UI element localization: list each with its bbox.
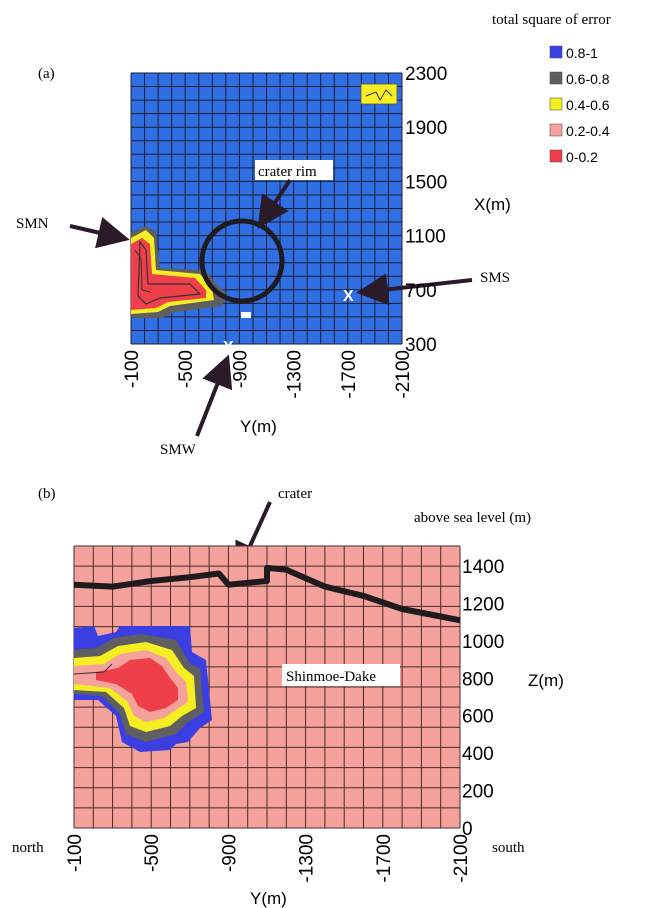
panel-b-y-tick-label: 600 (462, 707, 494, 728)
sms-station-marker: X (343, 288, 354, 305)
panel-a-white-mark (241, 312, 251, 318)
legend-label-0.2-0.4: 0.2-0.4 (566, 123, 610, 139)
panel-b-x-tick-label: -2100 (451, 834, 472, 883)
panel-b-x-tick-label: -100 (65, 834, 86, 872)
sms-label: SMS (480, 270, 510, 286)
panel-a-y-tick-label: 300 (405, 335, 437, 356)
volcano-label: Shinmoe-Dake (286, 669, 376, 685)
smn-label: SMN (16, 216, 49, 232)
panel-a-y-ticks: 300 700 1100 1500 1900 2300 (405, 64, 447, 356)
crater-rim-arrow (257, 178, 292, 229)
legend-swatch-0.8-1 (549, 45, 563, 59)
crater-rim-circle (199, 218, 285, 304)
smw-label: SMW (160, 442, 197, 458)
south-label: south (492, 840, 525, 856)
legend-title: total square of error (492, 12, 611, 28)
panel-a-x-tick-label: -100 (122, 350, 143, 388)
smw-station-marker: X (223, 339, 234, 356)
panel-b-y-tick-label: 200 (462, 782, 494, 803)
panel-b-y-tick-label: 1000 (462, 632, 504, 653)
panel-a-y-tick-label: 1900 (405, 118, 447, 139)
legend-swatch-0.2-0.4 (549, 123, 563, 137)
panel-b-y-ticks: 0 200 400 600 800 1000 1200 1400 (462, 557, 504, 840)
panel-a-inset-mark (365, 89, 393, 102)
legend-swatch-0-0.2 (549, 149, 563, 163)
panel-b-ylabel: Z(m) (528, 671, 564, 690)
panel-b-x-tick-label: -1300 (297, 834, 318, 883)
panel-b-y-tick-label: 0 (462, 819, 473, 840)
panel-a-xlabel: Y(m) (240, 417, 277, 436)
volcano-label-bg (282, 664, 400, 686)
smw-arrow (195, 354, 233, 437)
panel-a-tag: (a) (38, 66, 55, 82)
panel-b-contour-line (73, 663, 113, 675)
panel-b-y-tick-label: 1400 (462, 557, 504, 578)
panel-a-contour-line (137, 240, 202, 305)
crater-rim-label-bg (255, 160, 333, 180)
panel-b-y-tick-label: 400 (462, 744, 494, 765)
legend-label-0-0.2: 0-0.2 (566, 149, 598, 165)
panel-b-y-tick-label: 800 (462, 669, 494, 690)
panel-a-y-tick-label: 1500 (405, 172, 447, 193)
topography-line (73, 564, 461, 624)
panel-a-y-tick-label: 700 (405, 281, 437, 302)
legend-swatch-0.4-0.6 (549, 97, 563, 111)
panel-b-x-ticks: -100 -500 -900 -1300 -1700 -2100 (65, 834, 472, 883)
panel-b-x-tick-label: -900 (219, 834, 240, 872)
north-label: north (12, 840, 44, 856)
panel-b-contour-0-0.2 (96, 658, 178, 712)
legend-label-0.6-0.8: 0.6-0.8 (566, 71, 610, 87)
panel-a-x-ticks: -100 -500 -900 -1300 -1700 -2100 (122, 350, 414, 399)
panel-b-xlabel: Y(m) (250, 889, 287, 908)
panel-a-heatmap (130, 72, 403, 345)
panel-a-x-tick-label: -900 (230, 350, 251, 388)
panel-a-y-tick-label: 2300 (405, 64, 447, 85)
legend-swatch-0.6-0.8 (549, 71, 563, 85)
sms-arrow (356, 273, 473, 306)
crater-rim-label: crater rim (258, 164, 317, 180)
panel-b-y-tick-label: 1200 (462, 594, 504, 615)
panel-a-inset-box (360, 83, 398, 105)
panel-a-x-tick-label: -1700 (339, 350, 360, 399)
crater-label: crater (278, 486, 312, 502)
legend-label-0.8-1: 0.8-1 (566, 45, 598, 61)
panel-a-contour-line-inner (134, 249, 151, 293)
above-sea-level-label: above sea level (m) (414, 510, 531, 526)
panel-b-tag: (b) (38, 486, 56, 502)
panel-a-y-tick-label: 1100 (405, 227, 446, 248)
panel-b-x-tick-label: -500 (142, 834, 163, 872)
panel-a-x-tick-label: -2100 (393, 350, 414, 399)
legend-label-0.4-0.6: 0.4-0.6 (566, 97, 610, 113)
panel-a-ylabel: X(m) (474, 195, 511, 214)
panel-a-x-tick-label: -500 (176, 350, 197, 388)
smn-arrow (69, 217, 130, 249)
panel-a-x-tick-label: -1300 (285, 350, 306, 399)
panel-b-heatmap (73, 545, 461, 829)
panel-b-x-tick-label: -1700 (374, 834, 395, 883)
